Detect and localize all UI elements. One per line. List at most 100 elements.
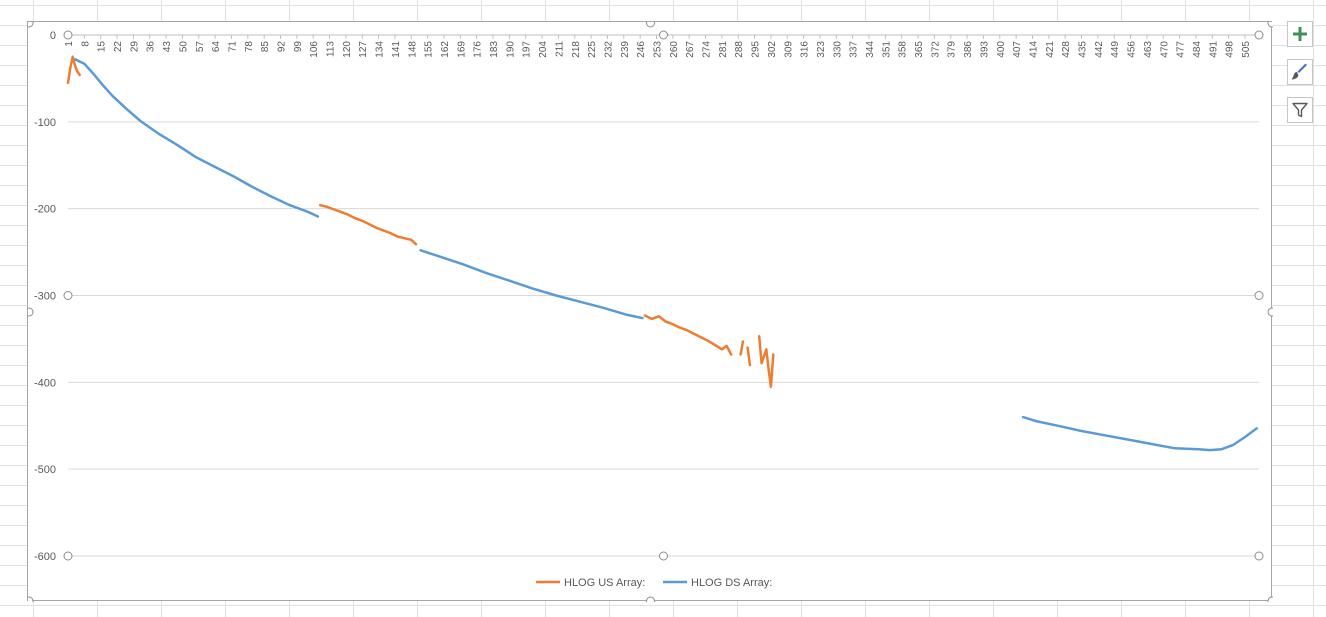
x-tick-label: 365 <box>914 41 925 58</box>
chart-styles-button[interactable] <box>1287 59 1313 85</box>
series-line-ds <box>1021 415 1258 452</box>
x-tick-label: 344 <box>865 41 876 58</box>
x-tick-label: 120 <box>342 41 353 58</box>
x-tick-label: 309 <box>783 41 794 58</box>
x-tick-label: 267 <box>685 41 696 58</box>
x-tick-label: 36 <box>146 41 157 53</box>
x-tick-label: 134 <box>375 41 386 58</box>
chart-area-handle <box>1267 22 1273 28</box>
x-tick-label: 71 <box>227 41 238 53</box>
x-tick-label: 330 <box>832 41 843 58</box>
x-tick-label: 498 <box>1225 41 1236 58</box>
x-tick-label: 99 <box>293 41 304 53</box>
x-tick-label: 386 <box>963 41 974 58</box>
legend-label: HLOG US Array: <box>564 577 645 589</box>
x-tick-label: 337 <box>849 41 860 58</box>
x-tick-label: 288 <box>734 41 745 58</box>
x-tick-label: 505 <box>1241 41 1252 58</box>
series-line-us <box>66 55 81 85</box>
chart-area[interactable]: 0 -100 -200 -300 -400 -500 -600 1 8 15 22 29 36 43 50 5… <box>27 21 1273 602</box>
x-tick-label: 449 <box>1110 41 1121 58</box>
x-tick-label: 43 <box>162 41 173 53</box>
chart-area-handle <box>28 307 34 317</box>
x-tick-label: 239 <box>620 41 631 58</box>
x-tick-label: 274 <box>702 41 713 58</box>
x-tick-label: 281 <box>718 41 729 58</box>
x-tick-label: 484 <box>1192 41 1203 58</box>
x-tick-label: 351 <box>881 41 892 58</box>
chart-filters-button[interactable] <box>1287 97 1313 123</box>
x-tick-label: 260 <box>669 41 680 58</box>
x-tick-label: 470 <box>1159 41 1170 58</box>
x-tick-label: 127 <box>358 41 369 58</box>
chart-elements-button[interactable] <box>1287 21 1313 47</box>
x-tick-label: 204 <box>538 41 549 58</box>
series-line-ds <box>73 58 320 218</box>
x-tick-label: 421 <box>1045 41 1056 58</box>
x-tick-label: 183 <box>489 41 500 58</box>
chart-area-handle <box>1267 596 1273 602</box>
y-tick-label: -400 <box>34 377 56 389</box>
x-tick-label: 78 <box>244 41 255 53</box>
x-tick-label: 246 <box>636 41 647 58</box>
x-tick-label: 64 <box>211 41 222 53</box>
x-tick-label: 393 <box>979 41 990 58</box>
series-line-us <box>318 203 418 246</box>
y-tick-label: -600 <box>34 551 56 563</box>
chart-area-handle <box>646 596 655 602</box>
y-tick-label: 0 <box>50 30 56 42</box>
plot-area-handle <box>659 551 668 561</box>
x-tick-label: 225 <box>587 41 598 58</box>
x-tick-label: 92 <box>277 41 288 53</box>
paintbrush-icon <box>1291 63 1307 80</box>
y-tick-label: -300 <box>34 291 56 303</box>
x-tick-label: 148 <box>407 41 418 58</box>
chart-area-handle <box>1267 307 1273 317</box>
x-tick-label: 428 <box>1061 41 1072 58</box>
y-tick-label: -500 <box>34 464 56 476</box>
x-tick-label: 176 <box>473 41 484 58</box>
x-tick-label: 50 <box>178 41 189 53</box>
x-tick-label: 106 <box>309 41 320 58</box>
x-tick-label: 211 <box>554 41 565 57</box>
x-tick-label: 190 <box>505 41 516 58</box>
x-tick-label: 400 <box>996 41 1007 58</box>
series-line-us <box>739 340 745 356</box>
chart-area-handle <box>28 22 34 28</box>
legend-label: HLOG DS Array: <box>691 577 772 589</box>
chart-area-handle <box>646 22 655 28</box>
x-tick-label: 253 <box>652 41 663 58</box>
x-tick-label: 232 <box>603 41 614 58</box>
x-tick-label: 407 <box>1012 41 1023 58</box>
x-tick-label: 491 <box>1208 41 1219 58</box>
x-tick-label: 155 <box>424 41 435 58</box>
plot-area-handle <box>1254 291 1264 300</box>
x-tick-label: 316 <box>800 41 811 58</box>
x-tick-label: 302 <box>767 41 778 58</box>
plot-area-handle <box>63 291 73 300</box>
x-tick-label: 463 <box>1143 41 1154 58</box>
x-tick-label: 456 <box>1127 41 1138 58</box>
x-tick-label: 141 <box>391 41 402 58</box>
x-tick-label: 15 <box>97 41 108 53</box>
plot-area-handle <box>63 551 73 561</box>
x-tick-label: 1 <box>64 41 75 47</box>
series-line-us <box>757 335 775 388</box>
x-tick-label: 477 <box>1176 41 1187 58</box>
plot-area-handle <box>659 30 668 40</box>
x-tick-label: 169 <box>456 41 467 58</box>
series-line-us <box>746 346 752 367</box>
x-tick-label: 113 <box>326 41 337 57</box>
series-line-us <box>643 314 733 356</box>
filter-icon <box>1292 102 1308 118</box>
x-tick-label: 29 <box>129 41 140 53</box>
plot-area-handle <box>63 30 73 40</box>
x-tick-label: 379 <box>947 41 958 58</box>
x-tick-label: 22 <box>113 41 124 53</box>
plot-area-handle <box>1254 551 1264 561</box>
x-tick-label: 414 <box>1028 41 1039 58</box>
x-tick-label: 295 <box>751 41 762 58</box>
x-tick-label: 85 <box>260 41 271 53</box>
plus-icon <box>1293 27 1307 41</box>
